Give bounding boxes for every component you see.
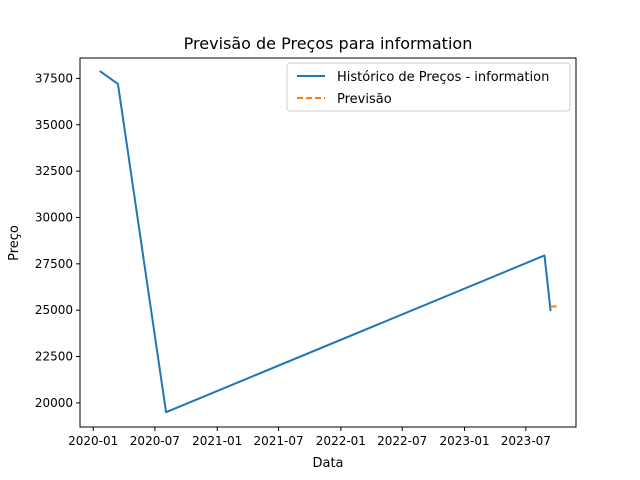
- legend-box: [286, 62, 571, 112]
- x-tick-label: 2020-01: [68, 434, 118, 448]
- x-tick-label: 2021-01: [192, 434, 242, 448]
- y-tick-label: 32500: [35, 164, 73, 178]
- plot-marks: [99, 70, 560, 414]
- legend-label-forecast: Previsão: [337, 92, 392, 107]
- y-tick-label: 25000: [35, 303, 73, 317]
- legend-label-history: Histórico de Preços - information: [337, 70, 549, 85]
- plot-frame: [79, 57, 577, 428]
- x-tick-label: 2020-07: [130, 434, 180, 448]
- legend: Histórico de Preços - information Previs…: [286, 62, 571, 112]
- y-tick-label: 35000: [35, 118, 73, 132]
- x-axis-label: Data: [312, 456, 343, 471]
- x-tick-label: 2022-01: [316, 434, 366, 448]
- x-tick-label: 2023-01: [439, 434, 489, 448]
- x-tick-label: 2023-07: [501, 434, 551, 448]
- x-tick-label: 2021-07: [253, 434, 303, 448]
- chart-title: Previsão de Preços para information: [184, 34, 473, 53]
- y-tick-label: 27500: [35, 257, 73, 271]
- x-tick-label: 2022-07: [377, 434, 427, 448]
- series-line-0: [99, 70, 552, 414]
- y-tick-label: 30000: [35, 210, 73, 224]
- y-axis-label: Preço: [7, 225, 22, 261]
- x-axis: 2020-01 2020-07 2021-01 2021-07 2022-01 2022-…: [68, 427, 551, 448]
- y-axis: 20000 22500 25000 27500 30000 32500 35000 37500: [35, 71, 80, 410]
- y-tick-label: 22500: [35, 350, 73, 364]
- y-tick-label: 37500: [35, 71, 73, 85]
- y-tick-label: 20000: [35, 396, 73, 410]
